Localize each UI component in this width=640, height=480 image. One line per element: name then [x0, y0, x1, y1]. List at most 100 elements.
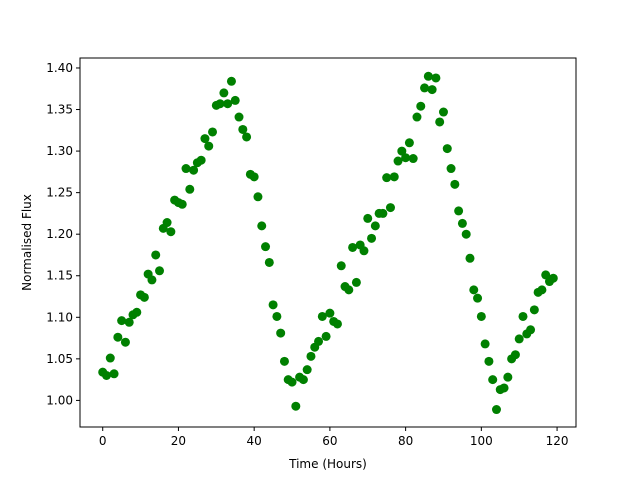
data-point — [272, 311, 282, 321]
data-point — [367, 233, 377, 243]
data-point — [181, 164, 191, 174]
data-point — [454, 206, 464, 216]
data-point — [102, 370, 112, 380]
data-point — [166, 227, 176, 237]
data-point — [302, 365, 312, 375]
data-point — [503, 372, 513, 382]
data-point — [348, 242, 358, 252]
data-point — [442, 144, 452, 154]
data-point — [351, 277, 361, 287]
y-tick-label: 1.25 — [46, 186, 73, 200]
x-tick-label: 60 — [322, 434, 337, 448]
data-point — [117, 316, 127, 326]
data-point — [113, 332, 123, 342]
x-tick-label: 20 — [171, 434, 186, 448]
data-point — [219, 88, 229, 98]
y-tick-label: 1.20 — [46, 227, 73, 241]
data-point — [321, 331, 331, 341]
data-point — [234, 112, 244, 122]
data-point — [484, 356, 494, 366]
data-point — [147, 275, 157, 285]
data-point — [268, 300, 278, 310]
data-point — [397, 146, 407, 156]
data-point — [473, 293, 483, 303]
data-point — [518, 311, 528, 321]
data-point — [541, 270, 551, 280]
data-point — [151, 250, 161, 260]
data-point — [457, 218, 467, 228]
data-point — [438, 107, 448, 117]
data-point — [264, 257, 274, 267]
data-point — [499, 383, 509, 393]
data-point — [404, 138, 414, 148]
data-point — [325, 308, 335, 318]
plot-frame — [79, 57, 577, 428]
data-point — [105, 353, 115, 363]
data-point — [279, 356, 289, 366]
y-tick-label: 1.15 — [46, 269, 73, 283]
data-point — [370, 221, 380, 231]
data-point — [420, 83, 430, 93]
data-point — [378, 208, 388, 218]
data-point — [529, 305, 539, 315]
data-point — [412, 112, 422, 122]
data-point — [162, 218, 172, 228]
data-point — [223, 99, 233, 109]
data-point — [124, 317, 134, 327]
data-points — [98, 71, 558, 415]
data-point — [336, 261, 346, 271]
data-point — [435, 117, 445, 127]
data-point — [461, 229, 471, 239]
data-point — [548, 273, 558, 283]
y-tick-label: 1.35 — [46, 103, 73, 117]
data-point — [465, 253, 475, 263]
data-point — [139, 292, 149, 302]
data-point — [488, 375, 498, 385]
y-tick-label: 1.30 — [46, 144, 73, 158]
data-point — [242, 132, 252, 142]
data-point — [450, 179, 460, 189]
data-point — [200, 134, 210, 144]
x-tick-label: 0 — [99, 434, 107, 448]
data-point — [298, 375, 308, 385]
data-point — [226, 76, 236, 86]
data-point — [480, 339, 490, 349]
x-axis-ticks: 0 20 40 60 80 100 120 — [99, 427, 569, 448]
data-point — [537, 285, 547, 295]
x-tick-label: 40 — [247, 434, 262, 448]
data-point — [476, 311, 486, 321]
y-axis-ticks: 1.00 1.05 1.10 1.15 1.20 1.25 1.30 1.35 1.40 — [46, 61, 80, 407]
data-point — [332, 319, 342, 329]
data-point — [431, 73, 441, 83]
data-point — [185, 184, 195, 194]
data-point — [109, 369, 119, 379]
data-point — [189, 165, 199, 175]
data-point — [510, 350, 520, 360]
data-point — [526, 325, 536, 335]
x-tick-label: 120 — [546, 434, 569, 448]
data-point — [230, 95, 240, 105]
data-point — [491, 405, 501, 415]
data-point — [408, 154, 418, 164]
data-point — [215, 99, 225, 109]
y-tick-label: 1.10 — [46, 310, 73, 324]
data-point — [382, 173, 392, 183]
data-point — [446, 164, 456, 174]
data-point — [423, 71, 433, 81]
data-point — [401, 153, 411, 163]
y-tick-label: 1.00 — [46, 393, 73, 407]
data-point — [314, 336, 324, 346]
data-point — [249, 172, 259, 182]
data-point — [253, 192, 263, 202]
data-point — [291, 401, 301, 411]
data-point — [344, 285, 354, 295]
data-point — [359, 246, 369, 256]
data-point — [306, 351, 316, 361]
data-point — [155, 266, 165, 276]
y-tick-label: 1.05 — [46, 352, 73, 366]
data-point — [363, 213, 373, 223]
data-point — [238, 124, 248, 134]
x-tick-label: 80 — [398, 434, 413, 448]
